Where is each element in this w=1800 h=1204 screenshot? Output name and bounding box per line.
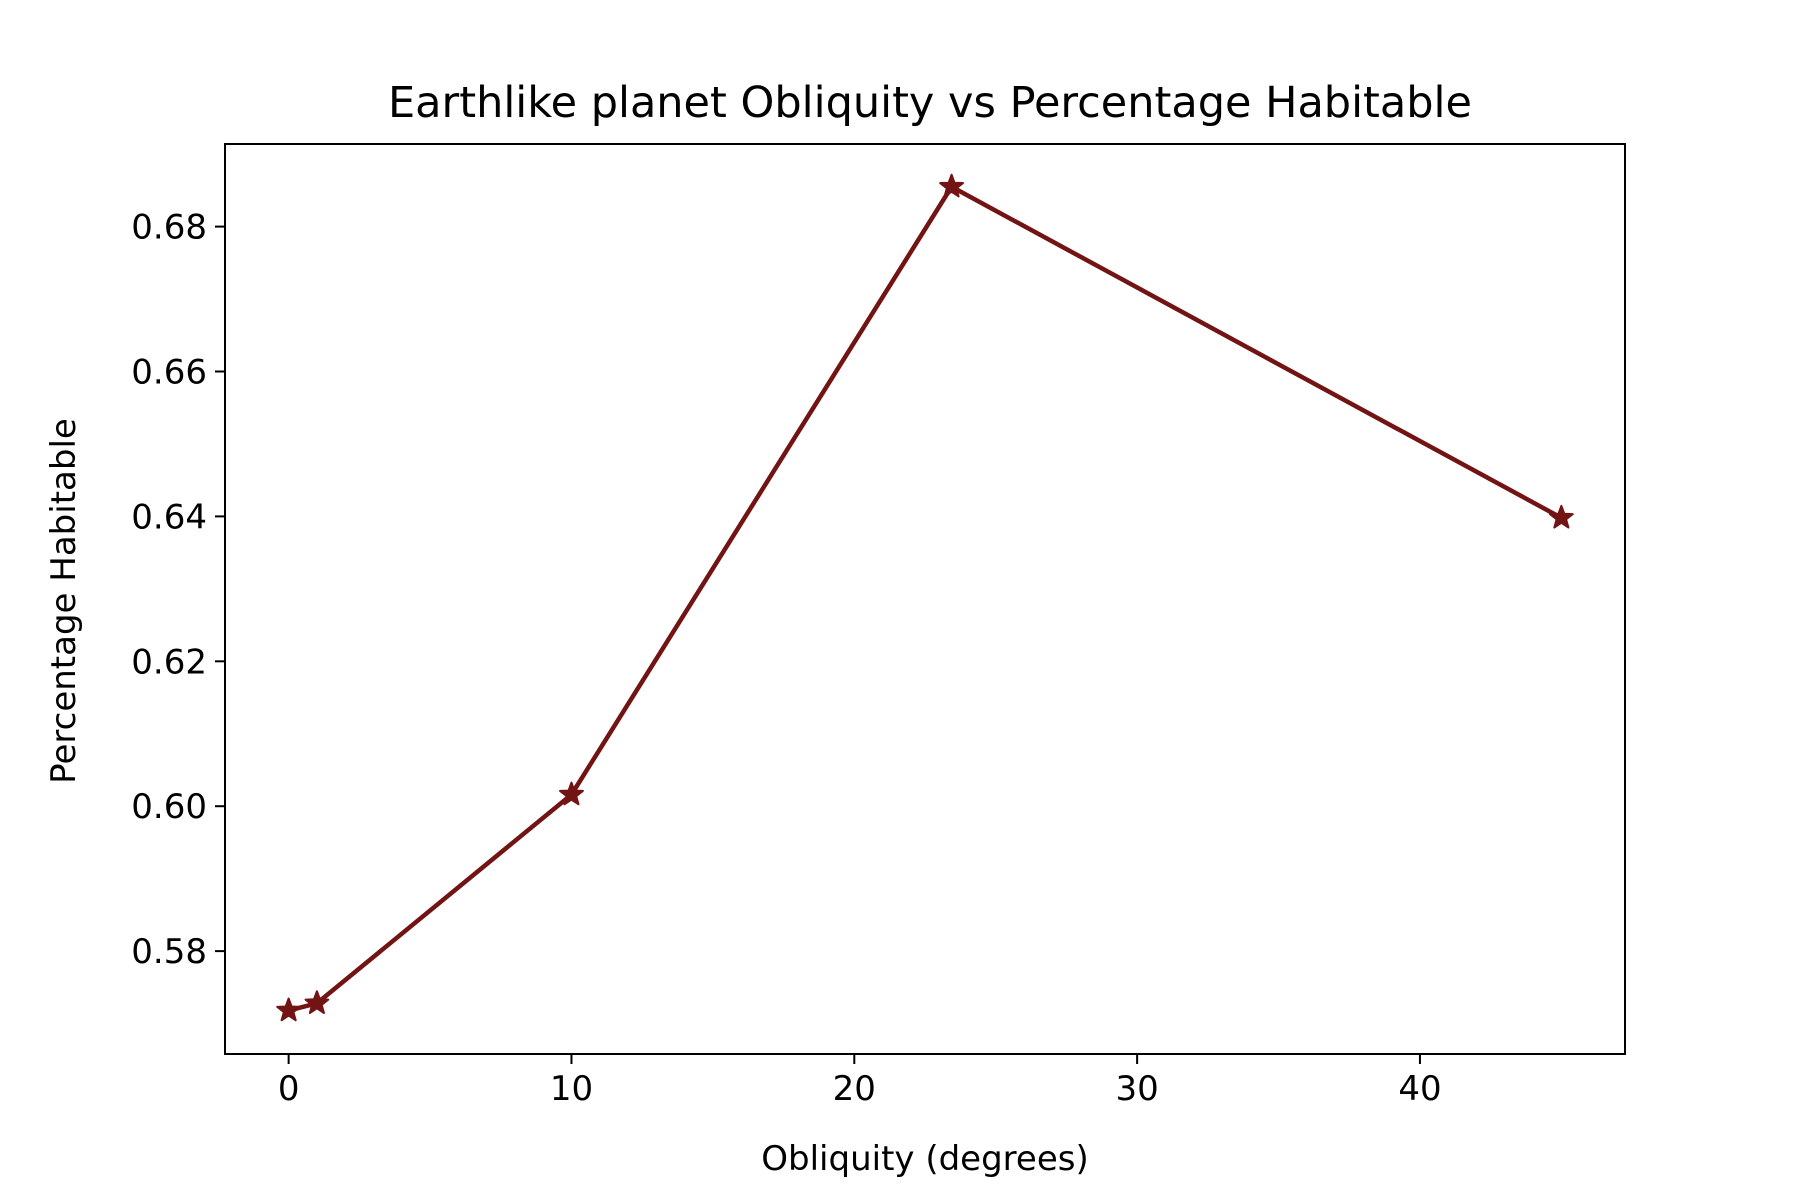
series-layer [276,173,1574,1022]
y-tick-label: 0.68 [131,208,207,248]
y-tick-label: 0.64 [131,497,207,537]
series-line [285,184,1565,1014]
data-point-star [304,990,330,1014]
y-axis-label: Percentage Habitable [44,418,84,784]
data-point-star [939,173,964,198]
x-tick-label: 40 [1398,1069,1441,1109]
y-tick-label: 0.60 [131,787,207,827]
data-point-star [276,997,302,1022]
x-tick-label: 30 [1115,1069,1158,1109]
x-axis-label: Obliquity (degrees) [761,1139,1088,1179]
x-tick-label: 0 [278,1069,300,1109]
y-tick-label: 0.62 [131,642,207,682]
y-tick-label: 0.66 [131,353,207,393]
data-point-star [559,781,584,806]
chart-title: Earthlike planet Obliquity vs Percentage… [388,78,1472,128]
x-tick-label: 20 [833,1069,876,1109]
y-tick-label: 0.58 [131,932,207,972]
axis-ticks: 0 10 20 30 40 0.58 0.60 0.62 0.64 0.66 0.68 [131,208,1441,1109]
x-tick-label: 10 [550,1069,593,1109]
data-point-star [1548,504,1574,529]
plot-frame [224,143,1626,1055]
